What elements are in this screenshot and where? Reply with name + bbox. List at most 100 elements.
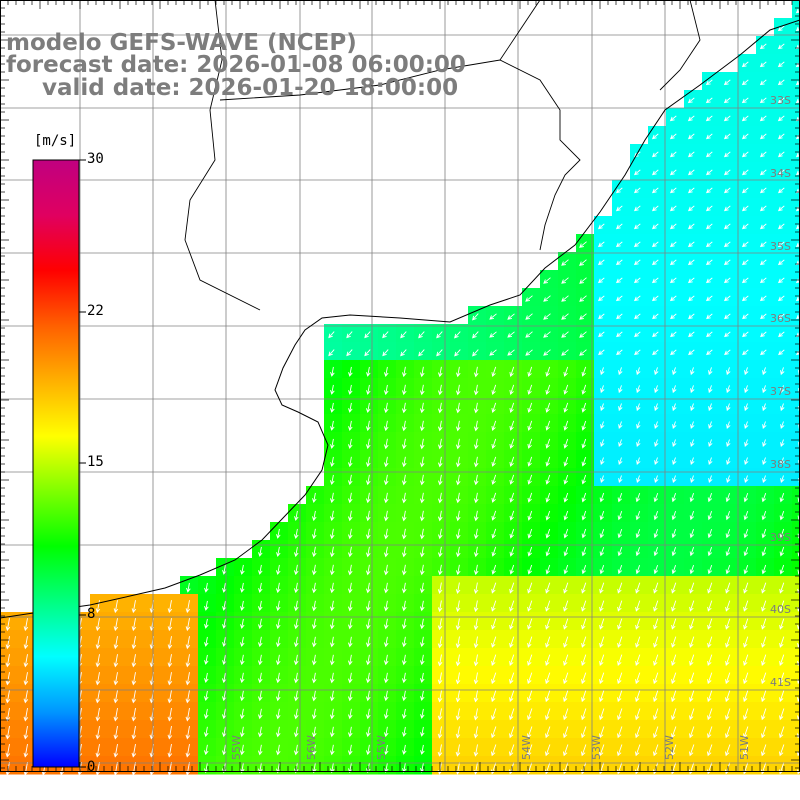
wind-arrow	[185, 654, 191, 668]
wind-arrow	[545, 582, 551, 594]
wind-arrow	[672, 475, 677, 483]
wind-arrow	[527, 438, 533, 449]
wind-arrow	[454, 349, 461, 357]
wind-arrow	[725, 690, 731, 703]
wind-arrow	[365, 654, 371, 666]
wind-arrow	[330, 420, 335, 431]
wind-arrow	[635, 618, 641, 630]
wind-arrow	[759, 43, 767, 50]
wind-arrow	[723, 187, 731, 194]
wind-arrow	[743, 510, 749, 521]
wind-arrow	[491, 492, 497, 503]
wind-arrow	[617, 546, 623, 557]
wind-arrow	[599, 618, 605, 630]
wind-arrow	[131, 618, 137, 632]
wind-arrow	[185, 744, 191, 758]
wind-arrow	[563, 690, 569, 703]
wind-cell	[792, 252, 800, 271]
wind-arrow	[670, 744, 677, 757]
wind-arrow	[543, 277, 551, 284]
wind-arrow	[633, 277, 641, 284]
wind-arrow	[705, 97, 713, 104]
wind-arrow	[347, 618, 353, 630]
wind-arrow	[419, 384, 425, 396]
wind-arrow	[437, 510, 443, 522]
wind-arrow	[635, 510, 641, 521]
wind-arrow	[365, 546, 371, 558]
wind-arrow	[420, 690, 425, 702]
wind-arrow	[329, 582, 335, 594]
wind-arrow	[653, 672, 659, 685]
wind-arrow	[348, 420, 353, 432]
wind-arrow	[401, 366, 407, 378]
wind-arrow	[744, 403, 749, 412]
wind-arrow	[635, 600, 641, 612]
wind-arrow	[23, 726, 29, 740]
wind-arrow	[509, 564, 515, 575]
wind-arrow	[600, 403, 605, 412]
wind-arrow	[347, 690, 353, 702]
wind-arrow	[330, 402, 335, 413]
wind-arrow	[491, 726, 497, 739]
wind-arrow	[167, 672, 173, 686]
wind-arrows	[5, 8, 800, 776]
wind-arrow	[473, 420, 479, 432]
wind-arrow	[527, 402, 533, 413]
wind-arrow	[707, 726, 713, 739]
wind-arrow	[616, 349, 623, 356]
wind-arrow	[761, 654, 767, 666]
wind-arrow	[687, 223, 695, 230]
wind-arrow	[617, 564, 623, 575]
wind-arrow	[5, 744, 11, 758]
wind-arrow	[365, 456, 371, 468]
wind-arrow	[329, 726, 335, 738]
wind-arrow	[419, 474, 425, 486]
wind-arrow	[777, 25, 785, 32]
wind-arrow	[761, 690, 767, 703]
wind-arrow	[669, 259, 677, 266]
wind-arrow	[780, 367, 785, 376]
wind-arrow	[347, 762, 353, 774]
wind-arrow	[687, 295, 695, 302]
wind-arrow	[743, 600, 749, 612]
wind-arrow	[689, 726, 695, 739]
wind-arrow	[671, 600, 677, 612]
wind-arrow	[222, 654, 227, 666]
wind-arrow	[275, 654, 281, 666]
wind-cell	[792, 288, 800, 307]
wind-arrow	[491, 600, 497, 612]
wind-arrow	[760, 744, 767, 757]
wind-cell	[792, 612, 800, 631]
wind-arrow	[599, 546, 605, 557]
border-line	[219, 59, 581, 251]
wind-arrow	[491, 510, 497, 521]
wind-arrow	[311, 582, 317, 594]
colorbar-tick-label: 0	[87, 759, 96, 775]
wind-arrow	[671, 636, 677, 648]
wind-arrow	[347, 438, 353, 450]
wind-arrow	[743, 672, 749, 685]
wind-arrow	[670, 313, 677, 320]
wind-arrow	[741, 61, 749, 68]
wind-arrow	[203, 708, 209, 720]
wind-arrow	[473, 492, 479, 504]
wind-arrow	[455, 456, 461, 468]
wind-arrow	[329, 600, 335, 612]
wind-arrow	[95, 618, 101, 632]
wind-arrow	[687, 241, 695, 248]
wind-arrow	[329, 618, 335, 630]
wind-arrow	[762, 439, 767, 447]
wind-arrow	[491, 636, 497, 648]
wind-arrow	[581, 474, 587, 485]
wind-arrow	[401, 492, 407, 504]
wind-arrow	[653, 510, 659, 521]
wind-arrow	[545, 690, 551, 703]
wind-arrow	[509, 474, 515, 485]
wind-arrow	[203, 762, 209, 774]
wind-arrow	[705, 241, 713, 248]
wind-arrow	[509, 546, 515, 557]
wind-arrow	[473, 636, 479, 649]
wind-arrow	[401, 708, 407, 720]
wind-cell	[792, 144, 800, 163]
wind-arrow	[275, 762, 281, 774]
